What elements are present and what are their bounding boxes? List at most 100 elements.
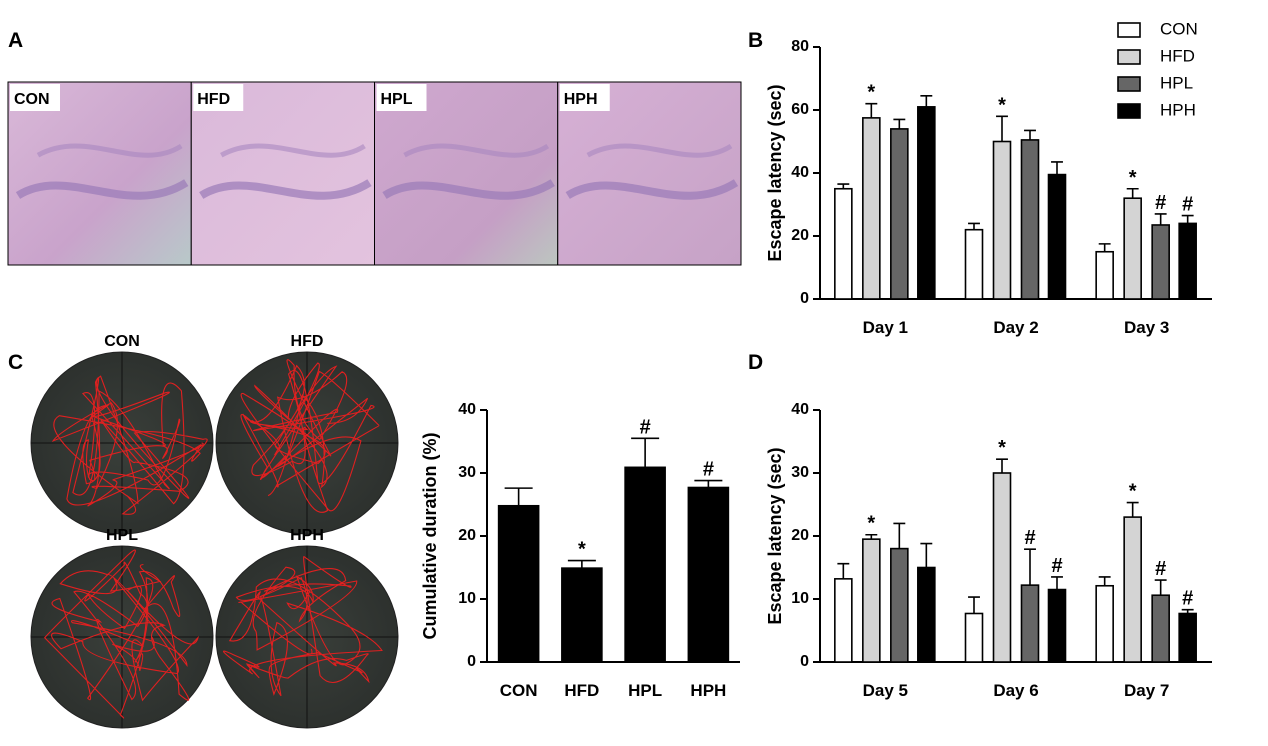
label-box bbox=[10, 84, 60, 111]
y-tick-label: 40 bbox=[791, 401, 809, 418]
bar bbox=[862, 117, 881, 300]
histology-image bbox=[557, 81, 742, 266]
significance-mark: # bbox=[1155, 192, 1166, 214]
significance-mark: # bbox=[640, 416, 651, 438]
bar bbox=[1178, 612, 1197, 663]
y-axis-label: Escape latency (sec) bbox=[765, 447, 785, 624]
error-bar bbox=[1024, 129, 1036, 140]
y-tick-label: 30 bbox=[791, 464, 809, 481]
error-bar bbox=[837, 183, 850, 189]
error-bar bbox=[920, 542, 933, 568]
error-bar bbox=[1051, 576, 1063, 590]
x-tick-label: HPL bbox=[628, 681, 662, 700]
bar bbox=[834, 187, 853, 300]
y-axis-label: Cumulative duration (%) bbox=[420, 432, 440, 639]
cell-layer bbox=[565, 179, 739, 200]
panel-label: D bbox=[748, 351, 763, 374]
y-tick-label: 60 bbox=[791, 101, 809, 118]
error-bar bbox=[865, 533, 878, 540]
swim-track bbox=[43, 549, 199, 719]
y-tick-label: 30 bbox=[458, 464, 476, 481]
cell-layer bbox=[220, 143, 366, 158]
maze-label: HPL bbox=[106, 527, 138, 544]
error-bar bbox=[837, 562, 850, 579]
bar bbox=[992, 140, 1012, 300]
bar bbox=[1151, 594, 1170, 663]
legend-swatch bbox=[1117, 22, 1141, 38]
histology-image bbox=[7, 81, 192, 266]
significance-mark: # bbox=[1182, 588, 1193, 610]
bar bbox=[890, 547, 909, 663]
y-tick-label: 0 bbox=[467, 653, 476, 670]
y-tick-label: 10 bbox=[791, 590, 809, 607]
maze-label: HPH bbox=[290, 527, 324, 544]
bar bbox=[834, 578, 853, 663]
y-tick-label: 20 bbox=[458, 527, 476, 544]
histology-label: CON bbox=[14, 91, 50, 108]
label-box bbox=[376, 84, 427, 111]
x-tick-label: HPH bbox=[690, 681, 726, 700]
significance-mark: # bbox=[1024, 527, 1035, 549]
label-box bbox=[193, 84, 244, 111]
bar bbox=[1151, 224, 1170, 300]
significance-mark: * bbox=[1129, 167, 1137, 189]
y-tick-label: 0 bbox=[800, 290, 809, 307]
histology-label: HPH bbox=[564, 91, 598, 108]
significance-mark: # bbox=[1182, 194, 1193, 216]
bar bbox=[1123, 516, 1142, 663]
y-tick-label: 20 bbox=[791, 227, 809, 244]
histology-strip: CON HFD HPL HPH bbox=[7, 81, 742, 266]
legend-label: HFD bbox=[1160, 46, 1195, 65]
legend-label: HPH bbox=[1160, 100, 1196, 119]
error-bar bbox=[1181, 608, 1194, 614]
histology-image bbox=[190, 81, 375, 266]
maze-label: CON bbox=[104, 333, 140, 350]
error-bar bbox=[1098, 576, 1111, 586]
legend-swatch bbox=[1117, 49, 1141, 65]
panel-label: B bbox=[748, 29, 763, 52]
histology-label: HFD bbox=[197, 91, 230, 108]
significance-mark: * bbox=[867, 82, 875, 104]
swim-track bbox=[51, 375, 208, 515]
error-bar bbox=[865, 102, 878, 118]
x-tick-label: HFD bbox=[564, 681, 599, 700]
error-bar bbox=[567, 559, 596, 569]
bar bbox=[1095, 250, 1114, 300]
significance-mark: * bbox=[867, 513, 875, 535]
error-bar bbox=[1126, 501, 1139, 518]
legend-label: HPL bbox=[1160, 73, 1193, 92]
y-tick-label: 0 bbox=[800, 653, 809, 670]
bar bbox=[1178, 222, 1197, 300]
error-bar bbox=[504, 487, 533, 506]
maze-grid: CON HFD HPL HPH bbox=[30, 333, 399, 729]
significance-mark: * bbox=[998, 94, 1006, 116]
bar bbox=[624, 466, 666, 663]
y-tick-label: 20 bbox=[791, 527, 809, 544]
bar bbox=[497, 504, 540, 663]
bar bbox=[964, 228, 984, 300]
cell-layer bbox=[199, 179, 372, 200]
bar bbox=[687, 486, 730, 663]
panel-label: C bbox=[8, 351, 23, 374]
cell-layer bbox=[36, 143, 183, 158]
maze-label: HFD bbox=[291, 333, 324, 350]
error-bar bbox=[893, 118, 906, 129]
histology-label: HPL bbox=[381, 91, 413, 108]
bar bbox=[964, 612, 984, 663]
significance-mark: * bbox=[1129, 481, 1137, 503]
cell-layer bbox=[403, 143, 550, 158]
significance-mark: * bbox=[578, 539, 586, 561]
error-bar bbox=[968, 596, 980, 614]
bar bbox=[917, 566, 936, 663]
legend-label: CON bbox=[1160, 19, 1198, 38]
bar bbox=[1095, 584, 1114, 663]
panel-label: A bbox=[8, 29, 23, 52]
error-bar bbox=[1181, 214, 1194, 224]
error-bar bbox=[631, 437, 660, 468]
y-tick-label: 40 bbox=[791, 164, 809, 181]
bar bbox=[890, 128, 909, 300]
y-axis-label: Escape latency (sec) bbox=[765, 84, 785, 261]
cell-layer bbox=[15, 179, 189, 200]
bar bbox=[1123, 197, 1142, 300]
